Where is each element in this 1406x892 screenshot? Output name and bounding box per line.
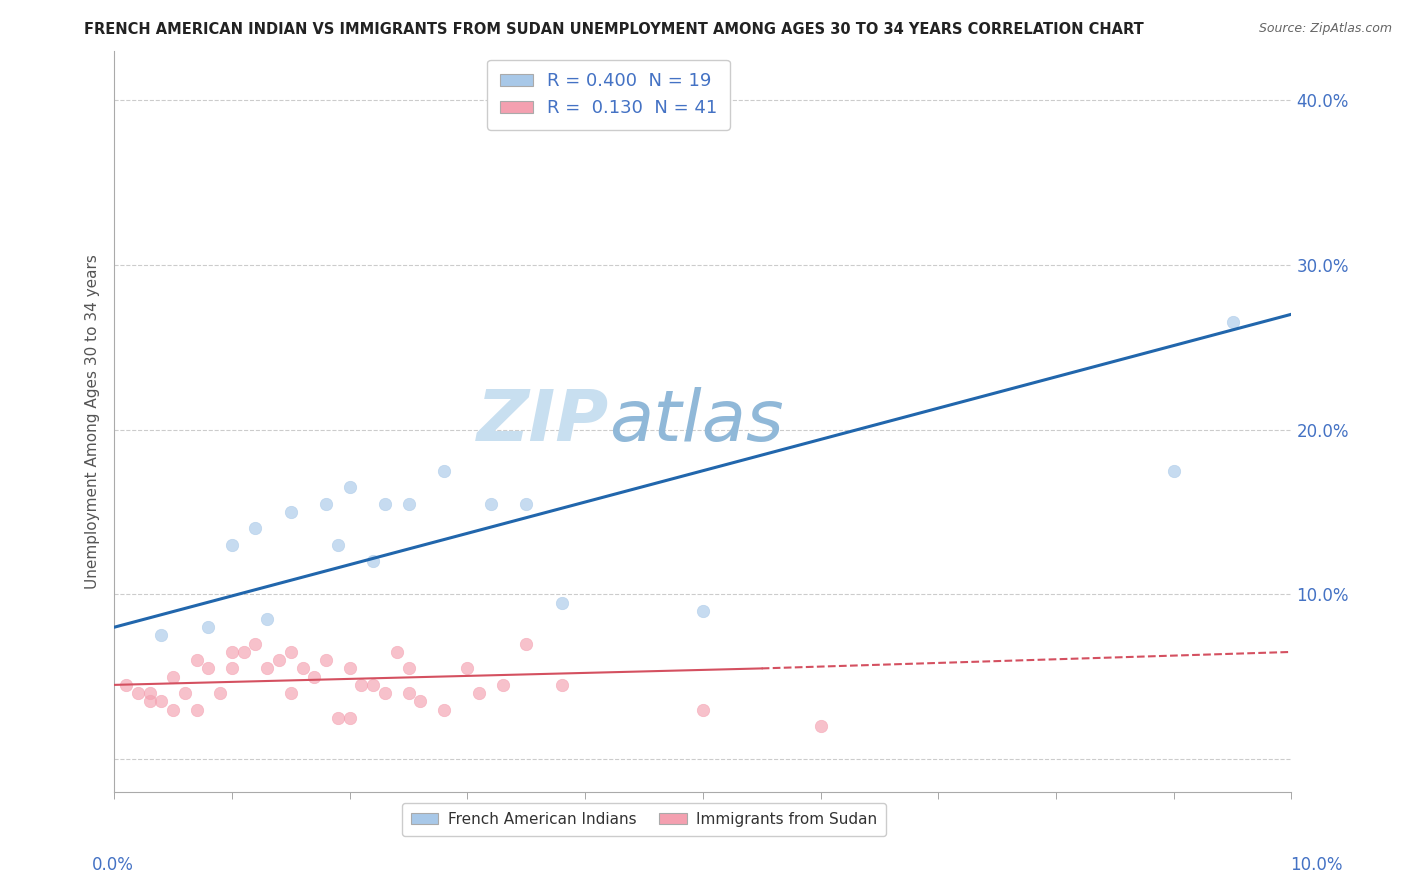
- Point: [221, 661, 243, 675]
- Point: [374, 497, 396, 511]
- Point: [315, 653, 337, 667]
- Point: [326, 711, 349, 725]
- Point: [692, 604, 714, 618]
- Point: [339, 661, 361, 675]
- Point: [245, 521, 267, 535]
- Point: [515, 497, 537, 511]
- Point: [150, 694, 173, 708]
- Point: [1163, 464, 1185, 478]
- Point: [456, 661, 478, 675]
- Point: [468, 686, 491, 700]
- Text: FRENCH AMERICAN INDIAN VS IMMIGRANTS FROM SUDAN UNEMPLOYMENT AMONG AGES 30 TO 34: FRENCH AMERICAN INDIAN VS IMMIGRANTS FRO…: [84, 22, 1144, 37]
- Point: [339, 711, 361, 725]
- Point: [479, 497, 502, 511]
- Point: [291, 661, 314, 675]
- Point: [692, 703, 714, 717]
- Point: [221, 538, 243, 552]
- Point: [221, 645, 243, 659]
- Point: [280, 645, 302, 659]
- Point: [256, 612, 278, 626]
- Point: [232, 645, 254, 659]
- Point: [127, 686, 149, 700]
- Point: [433, 703, 456, 717]
- Point: [810, 719, 832, 733]
- Point: [374, 686, 396, 700]
- Point: [267, 653, 290, 667]
- Text: 0.0%: 0.0%: [91, 856, 134, 874]
- Point: [550, 678, 572, 692]
- Point: [209, 686, 232, 700]
- Point: [409, 694, 432, 708]
- Point: [385, 645, 408, 659]
- Point: [398, 497, 420, 511]
- Point: [256, 661, 278, 675]
- Y-axis label: Unemployment Among Ages 30 to 34 years: Unemployment Among Ages 30 to 34 years: [86, 254, 100, 589]
- Point: [326, 538, 349, 552]
- Point: [339, 480, 361, 494]
- Point: [515, 637, 537, 651]
- Point: [398, 686, 420, 700]
- Point: [304, 670, 326, 684]
- Point: [550, 595, 572, 609]
- Point: [138, 694, 160, 708]
- Text: ZIP: ZIP: [477, 387, 609, 456]
- Point: [361, 554, 384, 568]
- Point: [197, 661, 219, 675]
- Text: atlas: atlas: [609, 387, 783, 456]
- Point: [186, 703, 208, 717]
- Point: [315, 497, 337, 511]
- Point: [280, 505, 302, 519]
- Point: [197, 620, 219, 634]
- Text: 10.0%: 10.0%: [1291, 856, 1343, 874]
- Point: [162, 703, 184, 717]
- Legend: French American Indians, Immigrants from Sudan: French American Indians, Immigrants from…: [402, 803, 886, 836]
- Point: [245, 637, 267, 651]
- Point: [115, 678, 138, 692]
- Point: [138, 686, 160, 700]
- Point: [492, 678, 515, 692]
- Point: [162, 670, 184, 684]
- Point: [173, 686, 195, 700]
- Point: [150, 628, 173, 642]
- Point: [361, 678, 384, 692]
- Text: Source: ZipAtlas.com: Source: ZipAtlas.com: [1258, 22, 1392, 36]
- Point: [280, 686, 302, 700]
- Point: [350, 678, 373, 692]
- Point: [398, 661, 420, 675]
- Point: [186, 653, 208, 667]
- Point: [1222, 316, 1244, 330]
- Point: [433, 464, 456, 478]
